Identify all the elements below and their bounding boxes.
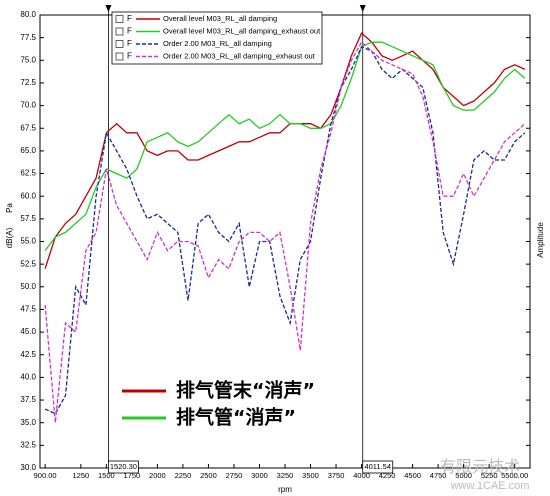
y-tick-label: 60.0 <box>20 191 36 200</box>
legend: F Overall level M03_RL_all damping F Overal… <box>111 11 323 65</box>
legend-marker: F <box>127 39 132 48</box>
x-tick-label: 5000 <box>455 471 472 480</box>
x-tick-label: 2500 <box>200 471 217 480</box>
x-tick-label: 900.00 <box>34 471 57 480</box>
y-tick-label: 70.0 <box>20 101 36 110</box>
x-tick-label: 4250 <box>379 471 396 480</box>
series-line <box>44 41 526 423</box>
annotation: 排气管“消声” <box>176 406 296 429</box>
y-tick-label: 77.5 <box>20 33 36 42</box>
legend-label: Order 2.00 M03_RL_all damping_exhaust ou… <box>163 51 316 60</box>
x-tick-label: 4000 <box>353 471 370 480</box>
legend-box <box>111 11 323 65</box>
x-tick-label: 3500 <box>302 471 319 480</box>
y-tick-label: 75.0 <box>20 55 36 64</box>
y-tick-label: 67.5 <box>20 123 36 132</box>
y-tick-label: 47.5 <box>20 305 36 314</box>
x-tick-label: 2750 <box>226 471 243 480</box>
y-unit: Pa <box>5 203 14 213</box>
y-tick-label: 62.5 <box>20 169 36 178</box>
y2-axis-label: Amplitude <box>536 222 545 258</box>
cursor-marker <box>105 5 112 12</box>
x-tick-label: 4750 <box>430 471 447 480</box>
cursor-label: 1520.30 <box>110 462 137 471</box>
legend-checkbox <box>115 27 124 36</box>
legend-checkbox <box>115 40 124 48</box>
legend-checkbox <box>115 15 124 23</box>
cursor-marker <box>359 5 366 12</box>
y-tick-label: 80.0 <box>20 10 36 19</box>
series-line <box>44 45 526 415</box>
x-tick-label: 1750 <box>124 471 141 480</box>
x-tick-label: 5500.00 <box>501 471 528 480</box>
legend-label: Order 2.00 M03_RL_all damping <box>163 39 272 48</box>
y-tick-label: 45.0 <box>20 327 36 336</box>
y-tick-label: 52.5 <box>20 259 36 268</box>
legend-label: Overall level M03_RL_all damping_exhaust… <box>163 26 321 35</box>
series-line <box>44 32 526 269</box>
legend-checkbox <box>115 52 124 61</box>
x-tick-label: 3000 <box>251 471 268 480</box>
series-line <box>44 41 526 251</box>
y-axis-label: dB(A) <box>5 227 14 248</box>
legend-marker: F <box>127 14 132 23</box>
x-tick-label: 2000 <box>149 471 166 480</box>
x-axis-label: rpm <box>278 485 292 494</box>
y-tick-label: 40.0 <box>20 373 36 382</box>
x-tick-label: 3250 <box>277 471 294 480</box>
x-tick-label: 5250 <box>481 471 498 480</box>
x-tick-label: 4500 <box>404 471 421 480</box>
cursor-label-box <box>108 460 139 474</box>
y-tick-label: 55.0 <box>20 237 36 246</box>
y-tick-label: 30.0 <box>20 463 36 472</box>
y-tick-label: 42.5 <box>20 350 36 359</box>
x-tick-label: 1500 <box>98 471 115 480</box>
legend-marker: F <box>127 27 132 36</box>
x-tick-label: 1250 <box>72 471 89 480</box>
y-tick-label: 57.5 <box>20 214 36 223</box>
y-tick-label: 32.5 <box>20 440 36 449</box>
x-tick-label: 2250 <box>175 471 192 480</box>
x-tick-label: 3750 <box>328 471 345 480</box>
y-tick-label: 65.0 <box>20 146 36 155</box>
y-tick-label: 35.0 <box>20 418 36 427</box>
watermark-url: www.1CAE.com <box>450 480 530 492</box>
watermark: 有限元技术 <box>440 458 520 476</box>
y-tick-label: 72.5 <box>20 78 36 87</box>
legend-label: Overall level M03_RL_all damping <box>163 14 277 23</box>
annotation: 排气管末“消声” <box>176 379 315 402</box>
legend-marker: F <box>127 52 132 61</box>
y-tick-label: 50.0 <box>20 282 36 291</box>
y-tick-label: 37.5 <box>20 395 36 404</box>
cursor-label-box <box>362 460 394 474</box>
cursor-label: 4011.54 <box>364 462 391 471</box>
